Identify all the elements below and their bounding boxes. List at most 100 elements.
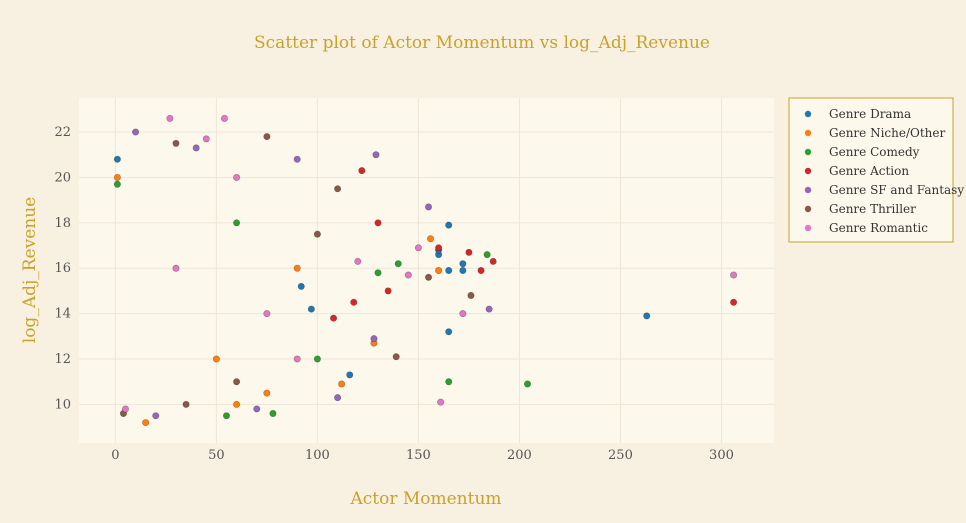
series-genre-comedy bbox=[113, 180, 532, 420]
x-tick-label: 100 bbox=[305, 448, 330, 463]
data-point bbox=[172, 264, 180, 272]
data-point bbox=[113, 173, 121, 181]
data-point bbox=[414, 244, 422, 252]
y-tick-label: 20 bbox=[54, 170, 71, 185]
data-point bbox=[404, 271, 412, 279]
data-points bbox=[113, 114, 738, 427]
data-point bbox=[233, 173, 241, 181]
x-tick-label: 200 bbox=[507, 448, 532, 463]
data-point bbox=[346, 371, 354, 379]
data-point bbox=[435, 244, 443, 252]
x-axis-ticks: 0 50 100 150 200 250 300 bbox=[111, 448, 734, 463]
data-point bbox=[220, 114, 228, 122]
legend-marker bbox=[804, 110, 812, 118]
series-genre-sf-and-fantasy bbox=[132, 128, 493, 420]
data-point bbox=[394, 260, 402, 268]
legend-marker bbox=[804, 129, 812, 137]
data-point bbox=[313, 355, 321, 363]
data-point bbox=[338, 380, 346, 388]
data-point bbox=[445, 328, 453, 336]
data-point bbox=[374, 219, 382, 227]
x-tick-label: 300 bbox=[709, 448, 734, 463]
x-tick-label: 150 bbox=[406, 448, 431, 463]
data-point bbox=[643, 312, 651, 320]
data-point bbox=[483, 251, 491, 259]
legend-label: Genre Romantic bbox=[829, 221, 928, 235]
data-point bbox=[459, 260, 467, 268]
data-point bbox=[459, 266, 467, 274]
data-point bbox=[222, 412, 230, 420]
data-point bbox=[212, 355, 220, 363]
data-point bbox=[233, 400, 241, 408]
data-point bbox=[233, 378, 241, 386]
data-point bbox=[152, 412, 160, 420]
data-point bbox=[334, 185, 342, 193]
data-point bbox=[313, 230, 321, 238]
data-point bbox=[392, 353, 400, 361]
data-point bbox=[182, 400, 190, 408]
data-point bbox=[121, 405, 129, 413]
series-genre-romantic bbox=[121, 114, 738, 413]
legend-marker bbox=[804, 148, 812, 156]
data-point bbox=[253, 405, 261, 413]
data-point bbox=[293, 355, 301, 363]
legend-marker bbox=[804, 167, 812, 175]
data-point bbox=[142, 419, 150, 427]
data-point bbox=[445, 221, 453, 229]
legend-marker bbox=[804, 205, 812, 213]
data-point bbox=[372, 151, 380, 159]
y-tick-label: 10 bbox=[54, 397, 71, 412]
data-point bbox=[425, 273, 433, 281]
data-point bbox=[307, 305, 315, 313]
y-axis-ticks: 10 12 14 16 18 20 22 bbox=[54, 125, 71, 412]
data-point bbox=[374, 269, 382, 277]
data-point bbox=[263, 310, 271, 318]
data-point bbox=[172, 139, 180, 147]
data-point bbox=[192, 144, 200, 152]
y-axis-title: log_Adj_Revenue bbox=[20, 197, 40, 343]
data-point bbox=[293, 155, 301, 163]
legend: Genre Drama Genre Niche/Other Genre Comedy… bbox=[788, 97, 964, 243]
data-point bbox=[524, 380, 532, 388]
data-point bbox=[384, 287, 392, 295]
data-point bbox=[113, 180, 121, 188]
data-point bbox=[202, 135, 210, 143]
x-tick-label: 250 bbox=[608, 448, 633, 463]
y-tick-label: 12 bbox=[54, 352, 71, 367]
legend-label: Genre Niche/Other bbox=[829, 126, 945, 140]
legend-label: Genre SF and Fantasy bbox=[829, 183, 964, 197]
data-point bbox=[485, 305, 493, 313]
y-tick-label: 18 bbox=[54, 216, 71, 231]
data-point bbox=[730, 298, 738, 306]
data-point bbox=[269, 409, 277, 417]
legend-box bbox=[788, 97, 954, 243]
data-point bbox=[263, 133, 271, 141]
data-point bbox=[459, 310, 467, 318]
data-point bbox=[297, 282, 305, 290]
data-point bbox=[477, 266, 485, 274]
data-point bbox=[437, 398, 445, 406]
legend-label: Genre Action bbox=[829, 164, 909, 178]
data-point bbox=[233, 219, 241, 227]
series-genre-niche-other bbox=[113, 173, 443, 427]
chart-title: Scatter plot of Actor Momentum vs log_Ad… bbox=[254, 33, 710, 53]
data-point bbox=[334, 394, 342, 402]
data-point bbox=[435, 266, 443, 274]
y-tick-label: 16 bbox=[54, 261, 71, 276]
series-genre-action bbox=[330, 167, 738, 322]
y-tick-label: 14 bbox=[54, 307, 71, 322]
data-point bbox=[166, 114, 174, 122]
data-point bbox=[263, 389, 271, 397]
data-point bbox=[370, 335, 378, 343]
data-point bbox=[467, 291, 475, 299]
legend-marker bbox=[804, 186, 812, 194]
data-point bbox=[465, 248, 473, 256]
legend-marker bbox=[804, 224, 812, 232]
data-point bbox=[489, 257, 497, 265]
data-point bbox=[445, 378, 453, 386]
legend-label: Genre Thriller bbox=[829, 202, 916, 216]
legend-label: Genre Drama bbox=[829, 107, 911, 121]
data-point bbox=[293, 264, 301, 272]
plot-area bbox=[79, 98, 774, 443]
